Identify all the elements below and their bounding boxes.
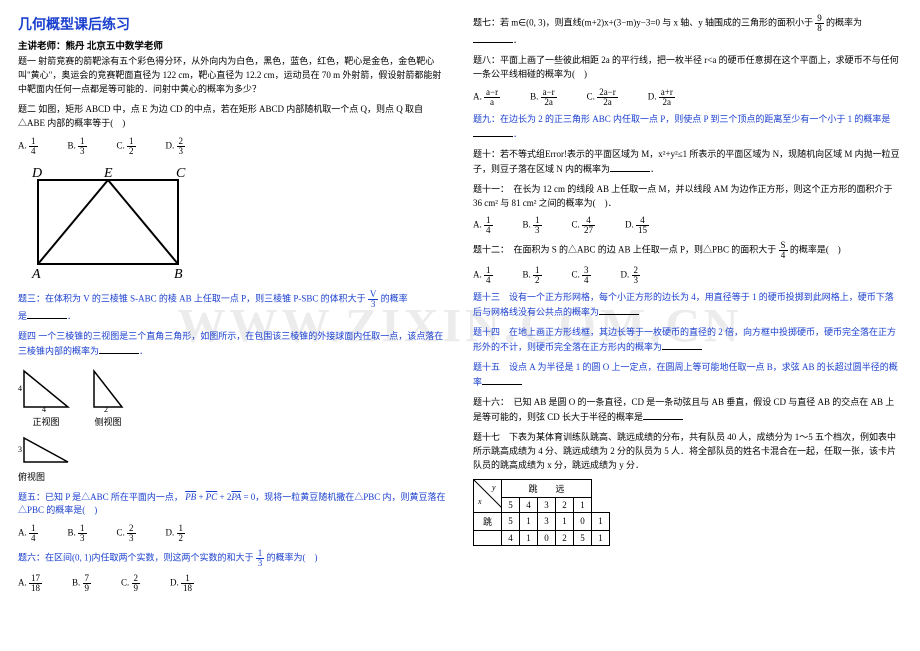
question-9: 题九：在边长为 2 的正三角形 ABC 内任取一点 P，则使点 P 到三个顶点的…	[473, 113, 902, 142]
question-1: 题一 射箭竞赛的箭靶涂有五个彩色得分环，从外向内为白色，黑色，蓝色，红色，靶心是…	[18, 55, 447, 97]
blank-underline	[482, 375, 522, 385]
blank-underline	[27, 309, 67, 319]
question-3: 题三：在体积为 V 的三棱锥 S-ABC 的棱 AB 上任取一点 P，则三棱锥 …	[18, 290, 447, 324]
q11-choice-b: B. 13	[523, 216, 542, 235]
score-table: y x 跳 远 5 4 3 2 1 跳 5 1 3 1 0 1	[473, 479, 610, 546]
question-4: 题四 一个三棱锥的三视图是三个直角三角形，如图所示，在包围该三棱锥的外接球面内任…	[18, 330, 447, 359]
q8-choices: A. a−ra B. a−r2a C. 2a−r2a D. a+r2a	[473, 88, 902, 107]
q8-choice-c: C. 2a−r2a	[587, 88, 618, 107]
table-col-header: 跳 远	[502, 479, 592, 497]
q11-choice-d: D. 415	[625, 216, 649, 235]
q5-choice-d: D. 12	[166, 524, 186, 543]
question-13: 题十三 设有一个正方形网格，每个小正方形的边长为 4，用直径等于 1 的硬币投掷…	[473, 291, 902, 320]
page-container: 几何概型课后练习 主讲老师：熊丹 北京五中数学老师 题一 射箭竞赛的箭靶涂有五个…	[0, 0, 920, 613]
subtitle: 主讲老师：熊丹 北京五中数学老师	[18, 38, 447, 52]
q3-fraction: V3	[368, 290, 379, 309]
top-base-num: 3	[18, 445, 22, 454]
table-row: 跳 5 1 3 1 0 1	[474, 512, 610, 530]
label-d: D	[31, 166, 42, 181]
q7-fraction: 98	[815, 14, 824, 33]
q12-choices: A. 14 B. 12 C. 34 D. 23	[473, 266, 902, 285]
table-row: 4 1 0 2 5 1	[474, 530, 610, 545]
side-view: 2 侧视图	[88, 365, 128, 428]
q2-choice-b: B. 13	[68, 137, 87, 156]
side-base-num: 2	[104, 405, 108, 413]
table-diag-cell: y x	[474, 479, 502, 512]
question-15: 题十五 设点 A 为半径是 1 的圆 O 上一定点，在圆周上等可能地任取一点 B…	[473, 361, 902, 390]
question-16: 题十六： 已知 AB 是圆 O 的一条直径，CD 是一条动弦且与 AB 垂直，假…	[473, 396, 902, 425]
blank-underline	[473, 127, 513, 137]
q8-choice-d: D. a+r2a	[648, 88, 675, 107]
top-view: 3 俯视图	[18, 432, 447, 483]
question-14: 题十四 在地上画正方形线框，其边长等于一枚硬币的直径的 2 倍，向方框中投掷硬币…	[473, 326, 902, 355]
q8-choice-b: B. a−r2a	[530, 88, 557, 107]
blank-underline	[662, 340, 702, 350]
q5-choices: A. 14 B. 13 C. 23 D. 12	[18, 524, 447, 543]
q11-choice-c: C. 427	[572, 216, 596, 235]
question-2: 题二 如图，矩形 ABCD 中，点 E 为边 CD 的中点，若在矩形 ABCD …	[18, 103, 447, 131]
rect-svg: D E C A B	[18, 162, 198, 282]
question-10: 题十：若不等式组Error!表示的平面区域为 M，x²+y²≤1 所表示的平面区…	[473, 148, 902, 177]
side-view-label: 侧视图	[94, 415, 121, 428]
q12-choice-b: B. 12	[523, 266, 542, 285]
question-17: 题十七 下表为某体育训练队跳高、跳远成绩的分布，共有队员 40 人，成绩分为 1…	[473, 431, 902, 473]
label-a: A	[31, 267, 41, 282]
blank-underline	[599, 305, 639, 315]
front-view: 4 4 正视图	[18, 365, 74, 428]
rectangle-diagram: D E C A B	[18, 162, 447, 282]
q12-choice-a: A. 14	[473, 266, 493, 285]
front-height-num: 4	[18, 384, 22, 393]
q6-choice-a: A. 1718	[18, 574, 42, 593]
q12-fraction: S4	[779, 241, 788, 260]
question-12: 题十二： 在面积为 S 的△ABC 的边 AB 上任取一点 P，则△PBC 的面…	[473, 241, 902, 260]
question-8: 题八：平面上画了一些彼此相距 2a 的平行线，把一枚半径 r<a 的硬币任意掷在…	[473, 54, 902, 82]
q6-choices: A. 1718 B. 79 C. 29 D. 118	[18, 574, 447, 593]
vector-expr: PB	[185, 492, 196, 502]
question-11: 题十一： 在长为 12 cm 的线段 AB 上任取一点 M，并以线段 AM 为边…	[473, 183, 902, 211]
q2-choice-a: A. 14	[18, 137, 38, 156]
page-title: 几何概型课后练习	[18, 14, 447, 34]
front-view-label: 正视图	[32, 415, 59, 428]
svg-text:x: x	[477, 497, 482, 506]
q6-choice-b: B. 79	[72, 574, 91, 593]
q2-choices: A. 14 B. 13 C. 12 D. 23	[18, 137, 447, 156]
q2-choice-d: D. 23	[166, 137, 186, 156]
blank-underline	[643, 410, 683, 420]
q5-choice-b: B. 13	[68, 524, 87, 543]
table-row-header: 跳	[474, 512, 502, 530]
blank-underline	[473, 33, 513, 43]
q12-choice-c: C. 34	[572, 266, 591, 285]
left-column: 几何概型课后练习 主讲老师：熊丹 北京五中数学老师 题一 射箭竞赛的箭靶涂有五个…	[18, 14, 447, 599]
q5-choice-c: C. 23	[117, 524, 136, 543]
front-base-num: 4	[42, 405, 46, 413]
blank-underline	[610, 162, 650, 172]
q11-choices: A. 14 B. 13 C. 427 D. 415	[473, 216, 902, 235]
q6-fraction: 13	[256, 549, 265, 568]
question-6: 题六：在区间(0, 1)内任取两个实数，则这两个实数的和大于 13 的概率为( …	[18, 549, 447, 568]
blank-underline	[99, 344, 139, 354]
three-view-diagram: 4 4 正视图 2 侧视图 3 俯视图	[18, 365, 447, 483]
label-b: B	[174, 267, 183, 282]
question-5: 题五：已知 P 是△ABC 所在平面内一点， PB + PC + 2PA = 0…	[18, 491, 447, 519]
q5-choice-a: A. 14	[18, 524, 38, 543]
label-c: C	[176, 166, 186, 181]
right-column: 题七：若 m∈(0, 3)，则直线(m+2)x+(3−m)y−3=0 与 x 轴…	[473, 14, 902, 599]
top-view-label: 俯视图	[18, 470, 45, 483]
q12-choice-d: D. 23	[621, 266, 641, 285]
q6-choice-d: D. 118	[170, 574, 194, 593]
q6-choice-c: C. 29	[121, 574, 140, 593]
svg-text:y: y	[491, 483, 496, 492]
q2-choice-c: C. 12	[117, 137, 136, 156]
q8-choice-a: A. a−ra	[473, 88, 500, 107]
label-e: E	[103, 166, 113, 181]
q11-choice-a: A. 14	[473, 216, 493, 235]
question-7: 题七：若 m∈(0, 3)，则直线(m+2)x+(3−m)y−3=0 与 x 轴…	[473, 14, 902, 48]
